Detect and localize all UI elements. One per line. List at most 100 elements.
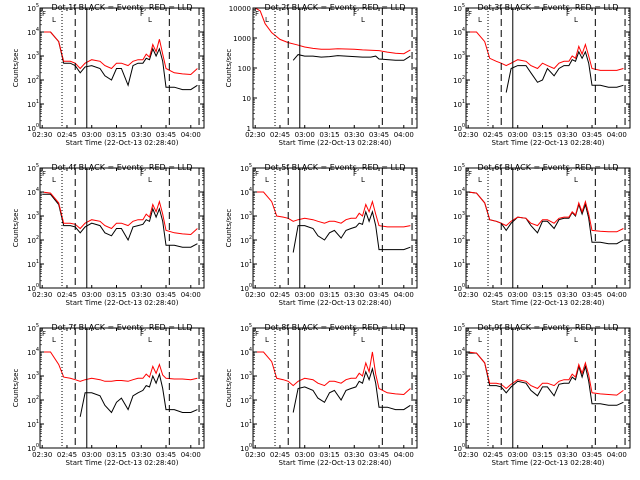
det2-lld-series-line bbox=[254, 8, 411, 55]
det9-flag-marker: F bbox=[468, 330, 472, 338]
det4-flag-marker: F bbox=[140, 170, 144, 178]
det2-y-tick-label: 10 bbox=[242, 95, 251, 103]
det8-y-tick-label: 10 bbox=[240, 397, 249, 405]
det8-y-tick-label: 10 bbox=[240, 445, 249, 453]
det7-flag-marker: F bbox=[140, 330, 144, 338]
det8-flag-marker: L bbox=[361, 336, 365, 344]
det1-x-tick-label: 03:45 bbox=[156, 131, 176, 139]
det6-y-tick-label: 10 bbox=[453, 285, 462, 293]
det8-y-tick-exponent: 2 bbox=[249, 395, 252, 401]
det7-y-tick-label: 10 bbox=[27, 445, 36, 453]
det5-x-tick-label: 03:45 bbox=[369, 291, 389, 299]
det3-y-tick-label: 10 bbox=[453, 77, 462, 85]
det2-flag-marker: L bbox=[265, 16, 269, 24]
det3-flag-marker: L bbox=[574, 16, 578, 24]
det1-y-tick-label: 10 bbox=[27, 101, 36, 109]
det7-y-tick-label: 10 bbox=[27, 373, 36, 381]
det1-y-tick-label: 10 bbox=[27, 53, 36, 61]
det9-title: Det 9f BLACK = Events, RED = LLD bbox=[477, 323, 618, 332]
det5-lld-series-line bbox=[255, 191, 411, 228]
det7-x-tick-label: 02:30 bbox=[32, 451, 52, 459]
det5-y-tick-label: 10 bbox=[240, 189, 249, 197]
det8-x-tick-label: 02:45 bbox=[270, 451, 290, 459]
det3-title: Det 3f BLACK = Events, RED = LLD bbox=[477, 3, 618, 12]
det3-x-tick-label: 02:45 bbox=[483, 131, 503, 139]
det1-title: Det 1f BLACK = Events, RED = LLD bbox=[51, 3, 192, 12]
det6-y-tick-exponent: 3 bbox=[462, 211, 465, 217]
det2-x-tick-label: 02:30 bbox=[245, 131, 265, 139]
det6-y-tick-label: 10 bbox=[453, 189, 462, 197]
det7-flag-marker: F bbox=[42, 330, 46, 338]
det3-y-tick-exponent: 2 bbox=[462, 75, 465, 81]
det7-lld-series-line bbox=[42, 351, 198, 382]
det9-x-tick-label: 03:00 bbox=[508, 451, 528, 459]
det3-x-tick-label: 03:00 bbox=[508, 131, 528, 139]
det1-axes-box bbox=[39, 7, 205, 129]
det5-flag-marker: F bbox=[353, 170, 357, 178]
det1-flag-marker: L bbox=[148, 16, 152, 24]
det2-y-tick-label: 1 bbox=[247, 125, 251, 133]
det8-y-tick-exponent: 1 bbox=[249, 419, 252, 425]
det3-y-tick-exponent: 0 bbox=[462, 123, 465, 129]
det6-y-tick-exponent: 2 bbox=[462, 235, 465, 241]
det5-y-axis-label: Counts/sec bbox=[225, 209, 233, 248]
det1-y-tick-exponent: 0 bbox=[36, 123, 39, 129]
det9-y-tick-label: 10 bbox=[453, 397, 462, 405]
det4-x-axis-label: Start Time (22-Oct-13 02:28:40) bbox=[66, 299, 179, 307]
det9-y-tick-label: 10 bbox=[453, 421, 462, 429]
det2-y-axis-label: Counts/sec bbox=[225, 49, 233, 88]
det3-axes-box bbox=[465, 7, 631, 129]
det3-y-tick-label: 10 bbox=[453, 29, 462, 37]
det4-y-tick-label: 10 bbox=[27, 237, 36, 245]
det5-x-tick-label: 03:00 bbox=[295, 291, 315, 299]
det3-flag-marker: F bbox=[566, 10, 570, 18]
det5-y-tick-label: 10 bbox=[240, 285, 249, 293]
det5-y-tick-label: 10 bbox=[240, 213, 249, 221]
det4-x-tick-label: 03:15 bbox=[106, 291, 126, 299]
det7-y-tick-label: 10 bbox=[27, 421, 36, 429]
det8-y-tick-exponent: 3 bbox=[249, 371, 252, 377]
det7-y-tick-exponent: 3 bbox=[36, 371, 39, 377]
det8-flag-marker: L bbox=[265, 336, 269, 344]
det2-x-axis-label: Start Time (22-Oct-13 02:28:40) bbox=[279, 139, 392, 147]
det8-y-tick-exponent: 0 bbox=[249, 443, 252, 449]
det3-y-tick-label: 10 bbox=[453, 53, 462, 61]
det3-y-tick-exponent: 3 bbox=[462, 51, 465, 57]
det9-x-tick-label: 03:15 bbox=[532, 451, 552, 459]
det1-lld-series-line bbox=[42, 31, 198, 76]
det1-y-tick-label: 10 bbox=[27, 5, 36, 13]
det7-y-tick-label: 10 bbox=[27, 325, 36, 333]
det1-x-tick-label: 03:30 bbox=[131, 131, 151, 139]
det2-axes-box bbox=[252, 7, 418, 129]
det7-x-tick-label: 03:00 bbox=[82, 451, 102, 459]
det2-events-series-line bbox=[292, 54, 411, 61]
det9-events-series-line bbox=[468, 352, 624, 406]
det5-y-tick-exponent: 1 bbox=[249, 259, 252, 265]
det3-x-tick-label: 03:45 bbox=[582, 131, 602, 139]
det8-x-tick-label: 03:00 bbox=[295, 451, 315, 459]
det8-y-tick-label: 10 bbox=[240, 325, 249, 333]
det8-lld-series-line bbox=[255, 351, 411, 396]
det5-y-tick-label: 10 bbox=[240, 165, 249, 173]
det9-x-tick-label: 03:30 bbox=[557, 451, 577, 459]
det1-x-axis-label: Start Time (22-Oct-13 02:28:40) bbox=[66, 139, 179, 147]
det6-flag-marker: L bbox=[478, 176, 482, 184]
det5-flag-marker: L bbox=[265, 176, 269, 184]
det8-y-tick-exponent: 5 bbox=[249, 323, 252, 329]
det2-x-tick-label: 03:00 bbox=[295, 131, 315, 139]
det9-y-tick-label: 10 bbox=[453, 325, 462, 333]
det6-x-tick-label: 04:00 bbox=[607, 291, 627, 299]
det2-flag-marker: L bbox=[361, 16, 365, 24]
det8-events-series-line bbox=[292, 366, 411, 413]
det5-events-series-line bbox=[292, 210, 411, 253]
det3-y-tick-label: 10 bbox=[453, 125, 462, 133]
det4-y-tick-exponent: 1 bbox=[36, 259, 39, 265]
det7-x-tick-label: 03:30 bbox=[131, 451, 151, 459]
det8-x-tick-label: 03:30 bbox=[344, 451, 364, 459]
det9-y-tick-exponent: 5 bbox=[462, 323, 465, 329]
det7-flag-marker: L bbox=[148, 336, 152, 344]
det9-x-tick-label: 02:45 bbox=[483, 451, 503, 459]
det6-y-tick-label: 10 bbox=[453, 165, 462, 173]
